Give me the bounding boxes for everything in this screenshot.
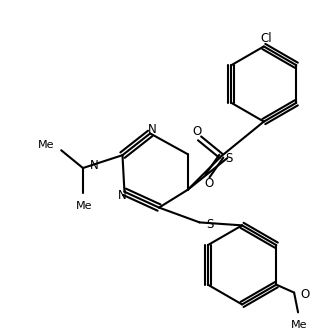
Text: O: O (192, 125, 201, 138)
Text: S: S (206, 218, 214, 231)
Text: N: N (90, 159, 98, 172)
Text: N: N (118, 189, 127, 202)
Text: Me: Me (76, 201, 92, 210)
Text: Me: Me (38, 140, 54, 150)
Text: N: N (148, 123, 156, 136)
Text: S: S (225, 152, 233, 165)
Text: O: O (205, 177, 214, 190)
Text: Cl: Cl (260, 32, 272, 45)
Text: Me: Me (291, 320, 307, 330)
Text: O: O (300, 288, 309, 301)
